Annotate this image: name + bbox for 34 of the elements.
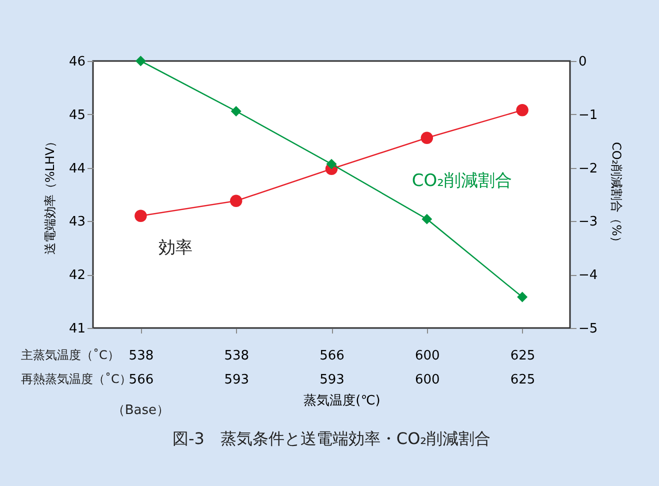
y2-tick-label: −5 xyxy=(578,322,598,336)
x-tick-label: 625 625 xyxy=(510,348,536,388)
y-tick-label: 46 xyxy=(68,54,86,70)
point xyxy=(134,210,147,222)
y2-tick-label: −2 xyxy=(578,161,598,176)
point xyxy=(230,106,242,116)
y2-tick-label: −1 xyxy=(578,108,598,123)
text: （Base） xyxy=(112,403,170,418)
y2-tick-label: −3 xyxy=(578,214,598,230)
y-tick-label: 42 xyxy=(68,268,86,284)
point xyxy=(326,158,337,170)
y2-tick-label: 0 xyxy=(578,54,587,70)
point xyxy=(517,292,528,302)
y-tick-label: 41 xyxy=(68,322,86,336)
point xyxy=(422,214,432,224)
series-label: 効率 xyxy=(158,238,193,258)
x-tick-label: 538 593 xyxy=(224,348,250,388)
text: 図-3 蒸気条件と送電端効率・CO₂削減割合 xyxy=(172,429,491,448)
point xyxy=(230,194,242,208)
y-tick-label: 45 xyxy=(68,108,86,123)
y-tick-label: 43 xyxy=(68,214,86,230)
x-tick-label: 538 566 xyxy=(128,348,154,388)
y-tick-label: 44 xyxy=(68,161,86,176)
text: 主蒸気温度（˚C） xyxy=(21,348,120,362)
point xyxy=(516,104,528,116)
y-axis-title: 送電端効率（%LHV） xyxy=(42,135,57,255)
x-tick-label: 600 600 xyxy=(414,348,440,388)
point xyxy=(420,132,434,144)
y2-axis-title: CO₂削減割合（%） xyxy=(610,142,624,248)
x-tick-label: 566 593 xyxy=(320,348,344,388)
series-label: CO₂削減割合 xyxy=(412,171,512,192)
y2-tick-label: −4 xyxy=(578,268,598,284)
x-axis-title: 蒸気温度(℃) xyxy=(304,392,380,408)
point xyxy=(135,56,146,66)
